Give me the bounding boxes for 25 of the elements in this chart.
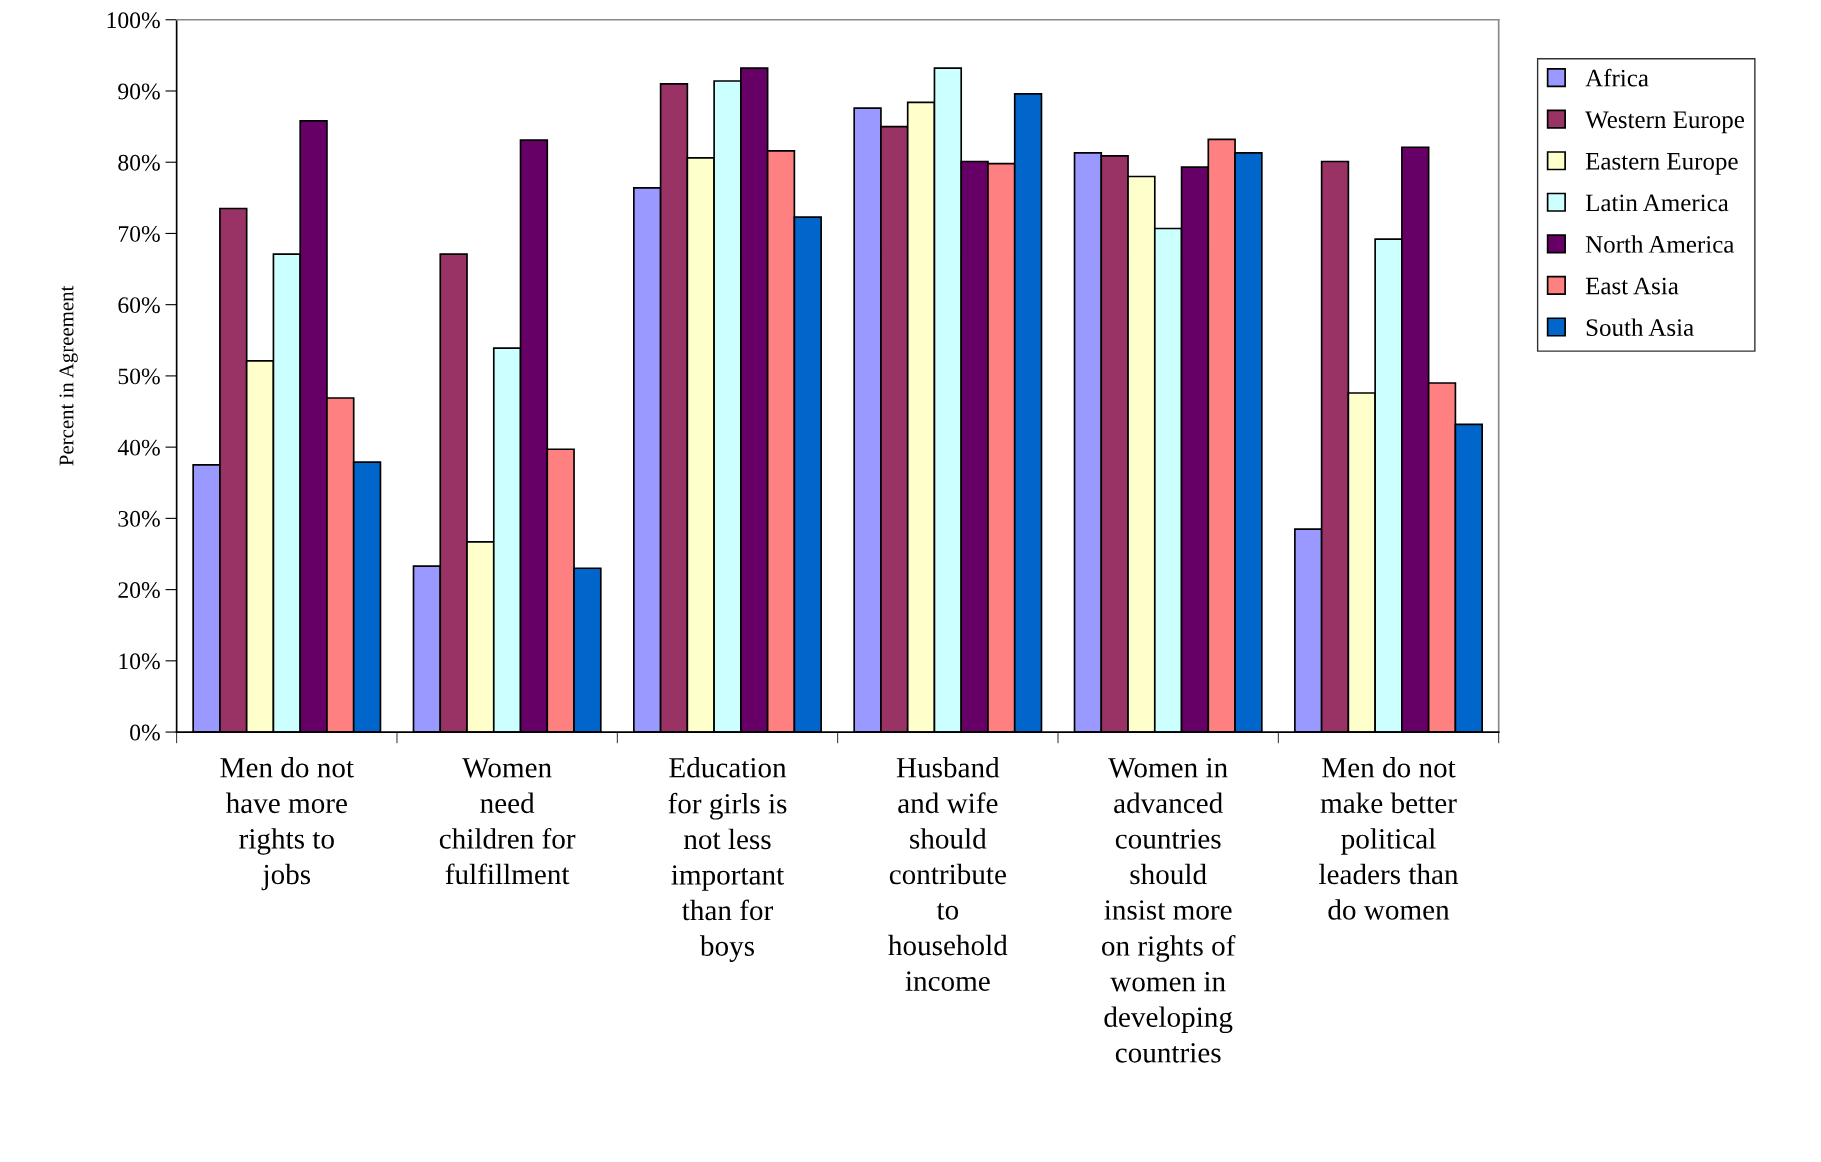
y-tick-label: 0% [130, 724, 160, 741]
y-tick-label: 90% [118, 83, 160, 100]
x-tick-label: Women need children for fulfillment [439, 758, 576, 885]
legend-label: Latin America [1585, 194, 1729, 212]
y-tick-label: 100% [107, 12, 160, 29]
category-label: Women in advanced countries should insist more on rights of women in developing countries [1102, 757, 1236, 1063]
legend-label: North America [1585, 235, 1735, 253]
y-tick-label: 50% [118, 368, 160, 385]
y-tick-label: 40% [117, 439, 160, 456]
y-tick-label: 10% [119, 653, 160, 670]
y-tick-label: 30% [118, 510, 160, 527]
y-tick-label: 70% [118, 225, 160, 242]
x-tick-label: Husband and wife should contribute to household income [888, 757, 1008, 991]
legend-label: South Asia [1586, 318, 1694, 337]
x-tick-label: Men do not make better political leaders than do women [1319, 757, 1459, 920]
legend-label: Africa [1585, 68, 1649, 87]
y-tick-label: 20% [118, 582, 160, 599]
y-axis-title: Percent in Agreement [59, 285, 78, 466]
x-tick-label: Education for girls is not less important than for boys [668, 757, 787, 962]
y-tick-label: 60% [118, 297, 160, 314]
legend-label: Western Europe [1585, 111, 1744, 134]
legend-label: East Asia [1585, 277, 1679, 295]
x-tick-label: Men do not have more rights to jobs [220, 757, 354, 891]
legend-label: Eastern Europe [1585, 153, 1738, 175]
y-tick-label: 80% [118, 154, 160, 171]
